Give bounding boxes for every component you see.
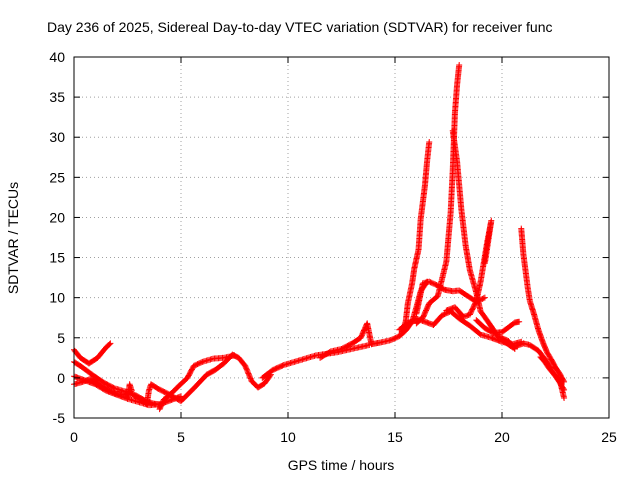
data-point	[247, 375, 254, 382]
data-point	[245, 371, 252, 378]
data-point	[480, 295, 487, 302]
data-point	[231, 352, 238, 359]
plot-frame	[73, 56, 610, 419]
data-point	[516, 318, 523, 325]
x-tick-label: 20	[494, 429, 510, 445]
series-arc-18	[537, 354, 568, 393]
data-point	[246, 373, 253, 380]
series-arc-11	[413, 62, 463, 327]
grid-lines	[74, 57, 609, 418]
data-point	[561, 394, 568, 401]
data-point	[245, 370, 252, 377]
data-points	[71, 62, 568, 413]
y-tick-label: 40	[49, 49, 65, 65]
y-axis-label: SDTVAR / TECUs	[5, 182, 21, 294]
data-point	[456, 62, 463, 69]
x-tick-label: 5	[177, 429, 185, 445]
series-arc-4	[71, 375, 135, 402]
data-point	[560, 377, 567, 384]
x-tick-label: 25	[601, 429, 617, 445]
data-point	[124, 395, 131, 402]
data-point	[243, 365, 250, 372]
y-tick-label: 25	[49, 169, 65, 185]
chart-title: Day 236 of 2025, Sidereal Day-to-day VTE…	[47, 19, 553, 35]
data-point	[560, 385, 567, 392]
data-point	[244, 367, 251, 374]
data-point	[247, 374, 254, 381]
data-point	[481, 260, 488, 267]
y-tick-label: 5	[57, 330, 65, 346]
x-axis-label: GPS time / hours	[288, 457, 395, 473]
y-tick-label: 0	[57, 370, 65, 386]
data-point	[198, 359, 205, 366]
series-arc-15	[473, 317, 523, 336]
data-point	[326, 349, 333, 356]
y-tick-label: 15	[49, 250, 65, 266]
data-point	[561, 386, 568, 393]
y-tick-label: -5	[53, 410, 66, 426]
series-arc-6	[156, 352, 238, 413]
y-tick-label: 35	[49, 89, 65, 105]
data-point	[426, 139, 433, 146]
data-point	[481, 294, 488, 301]
data-point	[107, 340, 114, 347]
x-tick-label: 15	[387, 429, 403, 445]
data-point	[242, 362, 249, 369]
x-tick-label: 0	[70, 429, 78, 445]
y-tick-label: 20	[49, 209, 65, 225]
series-arc-10	[413, 278, 488, 317]
data-point	[242, 364, 249, 371]
data-point	[243, 366, 250, 373]
data-point	[472, 299, 479, 306]
x-tick-label: 10	[280, 429, 296, 445]
data-point	[244, 369, 251, 376]
y-tick-label: 30	[49, 129, 65, 145]
series-arc-14	[443, 217, 495, 320]
series-arc-5	[130, 351, 274, 408]
data-point	[106, 341, 113, 348]
data-point	[279, 362, 286, 369]
y-tick-label: 10	[49, 290, 65, 306]
series-arc-17	[518, 225, 568, 385]
